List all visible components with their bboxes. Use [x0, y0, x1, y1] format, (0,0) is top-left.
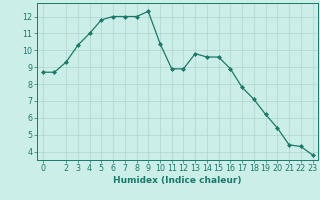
X-axis label: Humidex (Indice chaleur): Humidex (Indice chaleur) — [113, 176, 242, 185]
